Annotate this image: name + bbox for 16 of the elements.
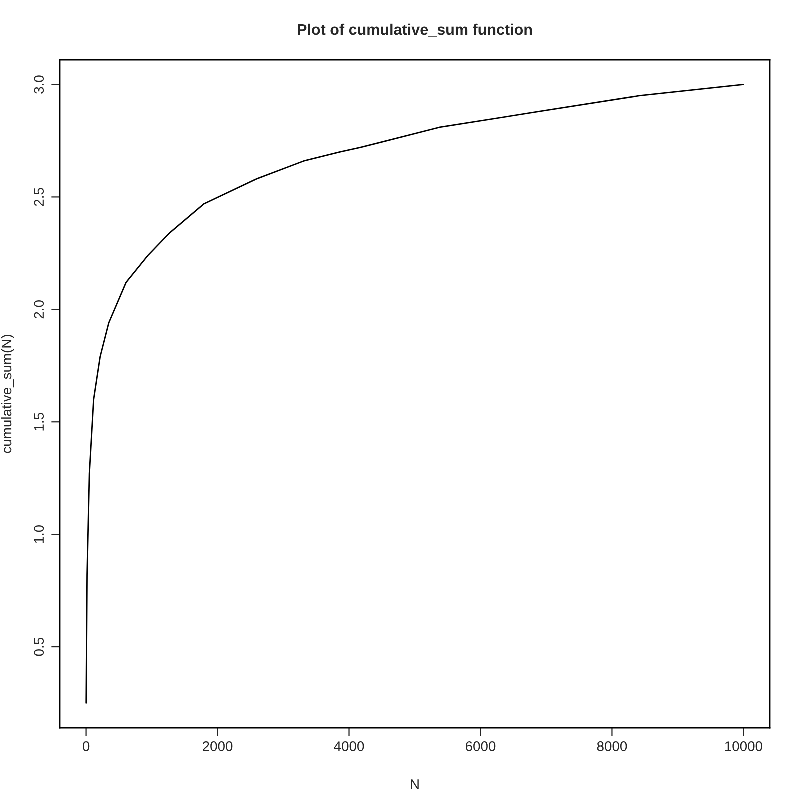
x-axis-title: N xyxy=(411,780,419,790)
x-tick-label: 8000 xyxy=(597,742,628,752)
y-tick-label: 1.5 xyxy=(34,413,44,431)
y-tick-label: 1.0 xyxy=(34,525,44,544)
x-tick-label: 4000 xyxy=(334,742,364,752)
y-tick-label: 3.0 xyxy=(34,76,44,94)
y-axis-title: cumulative_sum(N) xyxy=(1,335,14,454)
line-series xyxy=(86,84,744,704)
y-tick-label: 0.5 xyxy=(34,638,44,656)
x-tick-label: 2000 xyxy=(203,742,233,752)
y-tick-label: 2.0 xyxy=(34,300,44,319)
x-tick-label: 0 xyxy=(82,742,90,752)
x-tick-label: 6000 xyxy=(466,742,496,752)
x-tick-label: 10000 xyxy=(725,742,762,752)
y-tick-label: 2.5 xyxy=(34,188,44,206)
chart-title: Plot of cumulative_sum function xyxy=(298,24,532,37)
